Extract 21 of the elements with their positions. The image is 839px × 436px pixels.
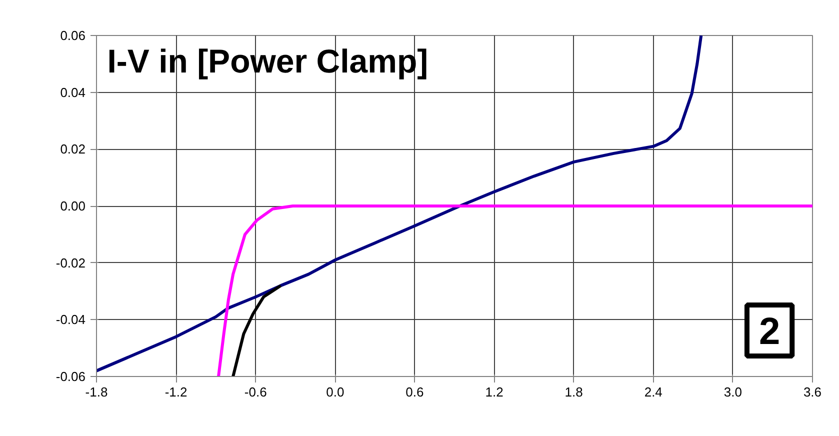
line-series xyxy=(232,284,282,376)
x-tick-label: 1.2 xyxy=(485,384,504,400)
y-tick-label: 0.00 xyxy=(60,198,86,214)
y-tick-label: 0.02 xyxy=(60,142,86,157)
line-series xyxy=(96,36,703,372)
y-tick-label: -0.06 xyxy=(56,369,86,384)
x-tick-label: 3.6 xyxy=(803,384,822,400)
x-tick-label: 2.4 xyxy=(644,384,662,400)
y-tick-label: -0.04 xyxy=(56,312,86,328)
x-tick-label: -1.8 xyxy=(85,384,108,400)
x-tick-label: 1.8 xyxy=(564,384,583,400)
y-tick-label: -0.02 xyxy=(56,255,86,270)
y-tick-label: 0.06 xyxy=(60,28,86,43)
x-tick-label: 3.0 xyxy=(724,384,742,400)
line-series xyxy=(216,204,812,376)
annotation: 2 xyxy=(758,311,780,354)
x-tick-label: -1.2 xyxy=(164,384,188,400)
x-tick-label: -0.6 xyxy=(244,384,267,400)
y-tick-label: 0.04 xyxy=(60,84,86,100)
x-tick-label: 0.6 xyxy=(406,384,424,400)
x-tick-label: 0.0 xyxy=(326,384,344,400)
